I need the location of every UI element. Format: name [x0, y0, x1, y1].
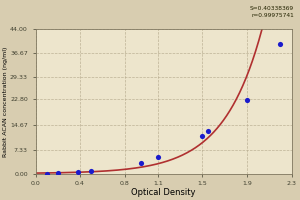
Point	[44, 172, 49, 175]
Point	[89, 169, 94, 172]
Point	[200, 134, 205, 137]
Text: S=0.40338369
r=0.99975741: S=0.40338369 r=0.99975741	[250, 6, 294, 18]
Point	[75, 170, 80, 173]
Point	[56, 171, 60, 174]
X-axis label: Optical Density: Optical Density	[131, 188, 196, 197]
Point	[244, 98, 249, 101]
Point	[139, 161, 144, 165]
Point	[278, 43, 283, 46]
Point	[206, 129, 210, 133]
Y-axis label: Rabbit ACAN concentration (ng/ml): Rabbit ACAN concentration (ng/ml)	[4, 46, 8, 157]
Point	[155, 156, 160, 159]
